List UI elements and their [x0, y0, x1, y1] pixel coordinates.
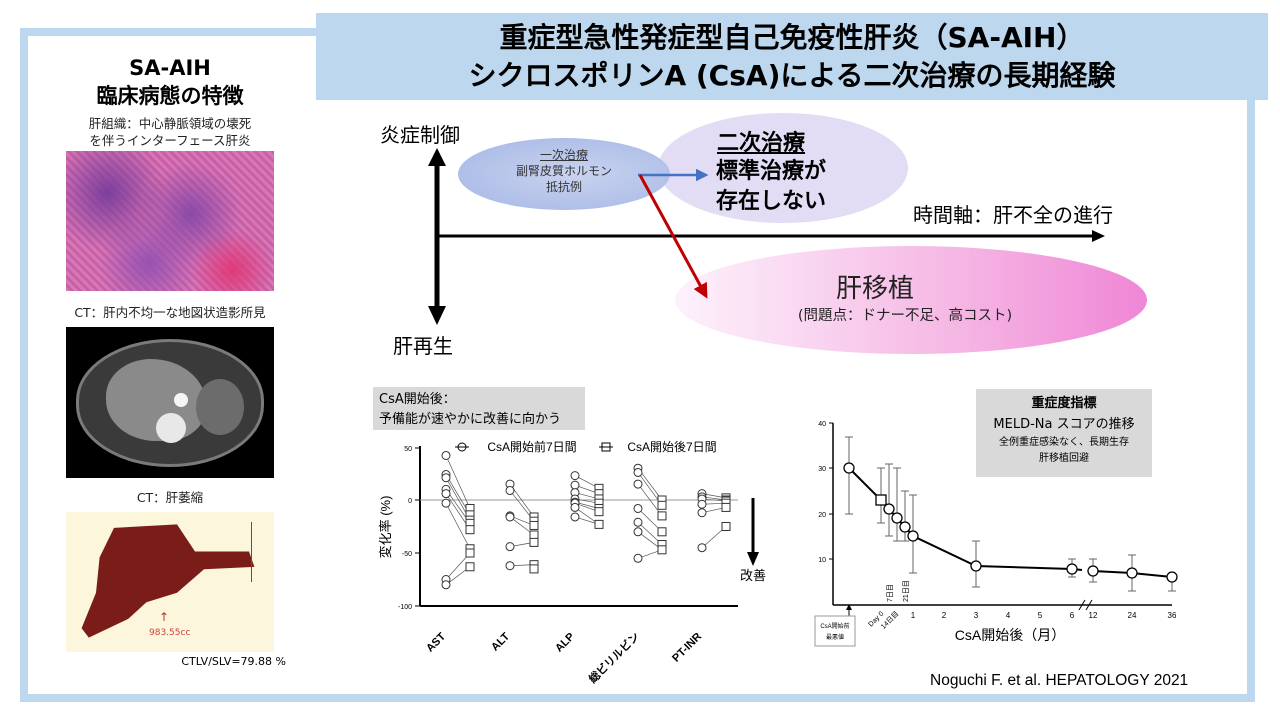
- ct-scan-image: [66, 327, 274, 478]
- svg-text:6: 6: [1070, 611, 1075, 620]
- histology-image: [66, 151, 274, 291]
- svg-text:ALP: ALP: [553, 631, 577, 655]
- svg-text:CsA開始前: CsA開始前: [820, 622, 849, 630]
- liver-volume-label: 983.55cc: [149, 628, 191, 638]
- y-axis-label: 変化率 (%): [378, 496, 393, 559]
- svg-text:7日目: 7日目: [886, 584, 894, 602]
- svg-text:PT-INR: PT-INR: [670, 631, 704, 665]
- svg-text:ALT: ALT: [489, 630, 512, 653]
- svg-text:40: 40: [818, 421, 826, 428]
- right-note-line-4: 肝移植回避: [1039, 453, 1089, 464]
- title-banner: 重症型急性発症型自己免疫性肝炎（SA-AIH） シクロスポリンA (CsA)によ…: [316, 13, 1268, 100]
- svg-text:最悪値: 最悪値: [826, 633, 844, 641]
- svg-text:AST: AST: [424, 630, 448, 654]
- histology-caption: 肝組織：中心静脈領域の壊死 を伴うインターフェース肝炎: [28, 115, 312, 149]
- svg-text:-50: -50: [402, 551, 412, 558]
- second-line-body-2: 存在しない: [716, 189, 827, 214]
- svg-text:総ビリルビン: 総ビリルビン: [586, 629, 643, 686]
- y-axis-top-label: 炎症制御: [380, 123, 460, 147]
- down-arrow-icon: [747, 552, 759, 566]
- ct2-caption: CT：肝萎縮: [136, 490, 204, 505]
- right-note-line-2: MELD-Na スコアの推移: [993, 417, 1135, 432]
- svg-text:12: 12: [1089, 611, 1098, 620]
- left-chart-note: CsA開始後： 予備能が速やかに改善に向かう: [373, 387, 585, 430]
- svg-text:1: 1: [911, 611, 916, 620]
- down-arrow-icon: [428, 306, 446, 325]
- title-line-1: 重症型急性発症型自己免疫性肝炎（SA-AIH）: [499, 21, 1085, 54]
- left-panel: SA-AIH 臨床病態の特徴 肝組織：中心静脈領域の壊死 を伴うインターフェース…: [28, 36, 312, 668]
- first-line-body-2: 抵抗例: [545, 180, 582, 194]
- second-line-title: 二次治療: [717, 131, 806, 156]
- legend-after: CsA開始後7日間: [627, 440, 716, 454]
- x-axis-label: 時間軸：肝不全の進行: [913, 203, 1113, 227]
- first-line-body-1: 副腎皮質ホルモン: [515, 164, 612, 178]
- svg-text:20: 20: [818, 512, 826, 519]
- svg-text:-100: -100: [398, 604, 412, 611]
- transplant-subtitle: (問題点：ドナー不足、高コスト): [797, 308, 1013, 324]
- right-chart-note: 重症度指標 MELD-Na スコアの推移 全例重症感染なく、長期生存 肝移植回避: [976, 389, 1152, 477]
- left-panel-heading: SA-AIH 臨床病態の特徴: [28, 54, 312, 110]
- svg-text:4: 4: [1006, 611, 1011, 620]
- svg-text:21日目: 21日目: [902, 580, 910, 602]
- second-line-therapy-ellipse: 二次治療 標準治療が 存在しない: [658, 113, 908, 223]
- svg-text:0: 0: [408, 498, 412, 505]
- svg-text:10: 10: [818, 557, 826, 564]
- second-line-body: 標準治療が 存在しない: [716, 157, 826, 217]
- second-line-body-1: 標準治療が: [716, 159, 827, 184]
- first-line-title: 一次治療: [539, 148, 588, 162]
- transplant-ellipse: [674, 245, 1274, 355]
- citation: Noguchi F. et al. HEPATOLOGY 2021: [930, 672, 1189, 689]
- svg-text:5: 5: [1038, 611, 1043, 620]
- frame-top-border: [20, 28, 320, 36]
- svg-text:50: 50: [404, 446, 412, 453]
- arrow-icon: ↑: [159, 610, 170, 624]
- right-note-line-3: 全例重症感染なく、長期生存: [999, 437, 1129, 448]
- svg-text:36: 36: [1168, 611, 1177, 620]
- svg-text:24: 24: [1128, 611, 1137, 620]
- x-axis-label: CsA開始後（月）: [955, 627, 1065, 643]
- right-note-line-1: 重症度指標: [1031, 396, 1097, 411]
- transplant-title: 肝移植: [835, 274, 914, 304]
- svg-text:3: 3: [974, 611, 979, 620]
- ct1-caption: CT：肝内不均一な地図状造影所見: [74, 305, 266, 320]
- histology-caption-line-1: 肝組織：中心静脈領域の壊死: [88, 116, 252, 131]
- diagram-axes: [428, 148, 1105, 325]
- up-arrow-icon: [428, 148, 446, 166]
- left-note-line-1: CsA開始後：: [379, 392, 456, 407]
- svg-text:2: 2: [942, 611, 947, 620]
- svg-text:30: 30: [818, 466, 826, 473]
- lab-change-chart: 50 0 -50 -100 変化率 (%) CsA開始前7日間 CsA開始後7日…: [378, 439, 766, 686]
- heading-line-2: 臨床病態の特徴: [96, 84, 244, 108]
- slide-frame: [20, 28, 1255, 702]
- left-note-line-2: 予備能が速やかに改善に向かう: [379, 412, 562, 427]
- histology-caption-line-2: を伴うインターフェース肝炎: [89, 133, 251, 148]
- y-axis-bottom-label: 肝再生: [393, 334, 453, 358]
- improvement-label: 改善: [740, 568, 766, 583]
- ctlv-slv-ratio: CTLV/SLV=79.88 %: [181, 655, 286, 668]
- red-arrow: [638, 174, 708, 299]
- first-line-therapy-ellipse: 一次治療 副腎皮質ホルモン 抵抗例: [458, 138, 670, 210]
- title-line-2: シクロスポリンA (CsA)による二次治療の長期経験: [468, 59, 1116, 92]
- heading-line-1: SA-AIH: [129, 56, 211, 80]
- liver-volume-image: ↑ 983.55cc: [66, 512, 274, 652]
- legend-before: CsA開始前7日間: [487, 439, 576, 454]
